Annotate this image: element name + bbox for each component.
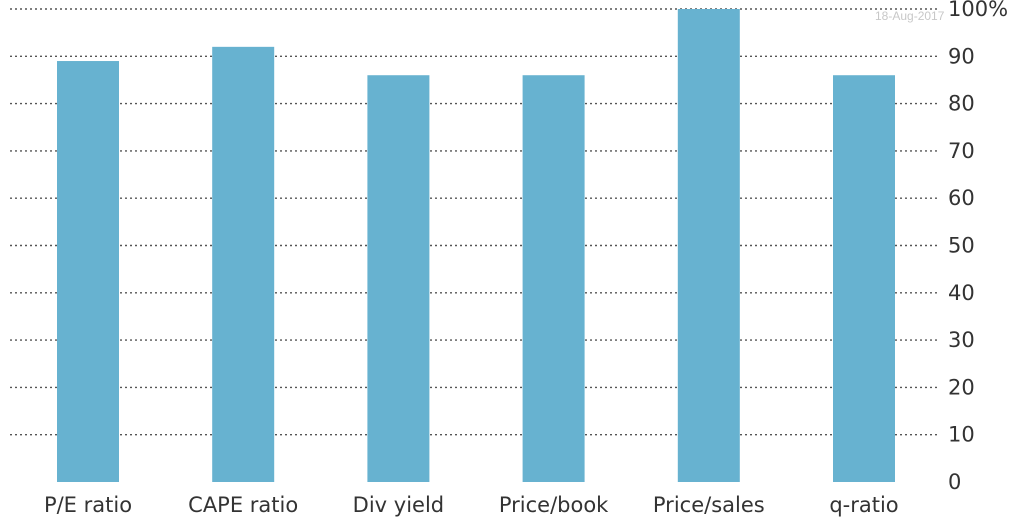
gridlines [10,8,940,436]
y-tick-label-100: 100% [948,0,1008,21]
y-tick-label-40: 40 [948,281,975,305]
watermark-date: 18-Aug-2017 [875,9,945,23]
x-label-cape-ratio: CAPE ratio [188,493,298,517]
y-tick-label-20: 20 [948,375,975,399]
bar-div-yield [367,75,430,482]
y-tick-label-80: 80 [948,92,975,116]
x-label-price-book: Price/book [499,493,609,517]
y-tick-label-90: 90 [948,44,975,68]
y-tick-label-70: 70 [948,139,975,163]
x-label-p-e-ratio: P/E ratio [44,493,132,517]
y-tick-label-50: 50 [948,234,975,258]
bar-cape-ratio [212,46,275,483]
y-tick-label-10: 10 [948,423,975,447]
bar-p-e-ratio [57,61,119,482]
bar-price-sales [677,9,740,482]
x-label-price-sales: Price/sales [653,493,765,517]
y-tick-label-30: 30 [948,328,975,352]
bar-q-ratio [833,75,895,482]
x-label-q-ratio: q-ratio [829,493,898,517]
bars [57,9,895,483]
y-tick-label-0: 0 [948,470,961,494]
y-tick-label-60: 60 [948,186,975,210]
x-label-div-yield: Div yield [353,493,444,517]
y-axis-tick-labels: 0 10 20 30 40 50 60 70 80 90 100% [948,0,1008,494]
x-axis-category-labels: P/E ratio CAPE ratio Div yield Price/book Pr… [44,493,899,517]
bar-price-book [522,75,585,482]
